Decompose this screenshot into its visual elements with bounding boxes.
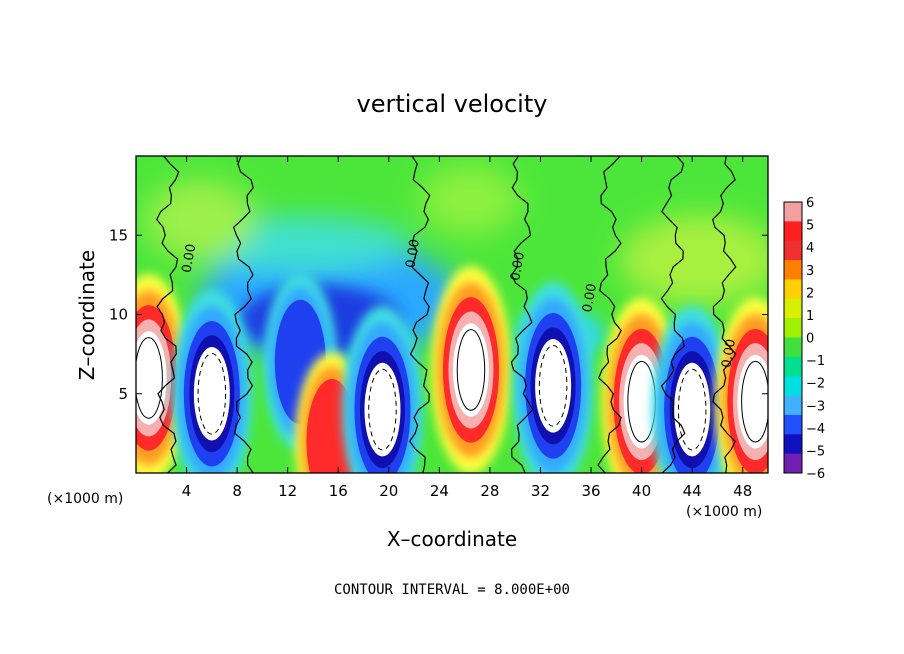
cell-level: [452, 323, 489, 417]
x-tick-label: 40: [632, 482, 651, 500]
zero-contour: [510, 156, 534, 473]
colorbar-swatch: [784, 202, 802, 222]
y-tick-label: 15: [109, 226, 128, 244]
colorbar-swatch: [784, 453, 802, 474]
downdraft-cell: [513, 281, 594, 473]
colorbar-tick-label: 0: [806, 332, 814, 347]
zero-contour: [660, 156, 686, 473]
contour-label: 0.00: [508, 251, 528, 282]
colorbar-tick-label: 1: [806, 309, 814, 324]
x-tick-label: 20: [379, 482, 398, 500]
x-unit-left: (×1000 m): [47, 491, 123, 507]
colorbar-swatch: [784, 395, 802, 416]
x-tick-label: 24: [430, 482, 449, 500]
cell-core-contour: [136, 337, 163, 419]
colorbar-swatch: [784, 434, 802, 455]
x-axis-label: X–coordinate: [387, 527, 517, 551]
cell-level: [535, 339, 572, 433]
colorbar-swatch: [784, 240, 802, 261]
updraft-cell: [715, 297, 768, 473]
x-tick-label: 4: [182, 482, 192, 500]
cell-core-contour: [197, 352, 227, 435]
zero-contour: [155, 156, 180, 473]
cell-level: [737, 354, 768, 449]
colorbar-swatch: [784, 298, 802, 319]
contour-label: 0.00: [180, 243, 200, 274]
contour-label: 0.00: [580, 282, 600, 313]
y-tick-label: 5: [118, 385, 128, 403]
colorbar-frame: [783, 201, 803, 474]
upper-lightgreen-left: [145, 180, 255, 260]
x-tick-label: 44: [683, 482, 702, 500]
colorbar-tick-label: −6: [806, 467, 825, 482]
cell-core-contour: [456, 329, 486, 411]
colorbar-tick-label: 3: [806, 264, 814, 279]
colorbar-swatch: [784, 279, 802, 300]
cell-core-contour: [741, 360, 768, 443]
colorbar-swatch: [784, 376, 802, 397]
zero-contour: [597, 156, 622, 473]
updraft-cell: [430, 266, 511, 473]
cell-level: [193, 346, 230, 441]
cell-level: [674, 362, 711, 457]
colorbar-swatch: [784, 260, 802, 280]
x-tick-label: 36: [581, 482, 600, 500]
colorbar-swatch: [784, 414, 802, 435]
zero-contour: [712, 156, 737, 473]
cell-core-contour: [677, 368, 707, 451]
colorbar-tick-label: 6: [806, 196, 814, 211]
y-axis: 5 10 15: [109, 226, 768, 403]
y-tick-label: 10: [109, 306, 128, 324]
cell-level: [364, 362, 401, 457]
colorbar-tick-label: 5: [806, 219, 814, 234]
colorbar-tick-label: 2: [806, 286, 814, 301]
contour-interval-note: CONTOUR INTERVAL = 8.000E+00: [334, 582, 570, 598]
colorbar-swatch: [784, 318, 802, 338]
downdraft-cell: [171, 289, 252, 473]
upper-lightgreen-mid: [420, 165, 520, 235]
colorbar-swatch: [784, 356, 802, 377]
cell-core-contour: [368, 368, 397, 451]
x-tick-label: 12: [278, 482, 297, 500]
x-tick-label: 8: [232, 482, 242, 500]
colorbar: 6 5 4 3 2 1 0 −1 −2 −3 −4 −5 −6: [783, 196, 825, 482]
colorbar-swatch: [784, 337, 802, 358]
colorbar-tick-label: 4: [806, 241, 814, 256]
downdraft-cell: [652, 305, 733, 473]
x-tick-label: 28: [480, 482, 499, 500]
y-axis-label: Z–coordinate: [75, 250, 99, 380]
x-unit-right: (×1000 m): [686, 504, 762, 520]
colorbar-tick-label: −5: [806, 444, 825, 459]
contour-label: 0.00: [403, 238, 423, 269]
contour-lines: 0.00 0.00 0.00 0.00 0.00: [155, 156, 739, 473]
cell-level: [136, 331, 167, 425]
colorbar-tick-label: −1: [806, 354, 825, 369]
cell-level: [623, 354, 660, 449]
colorbar-tick-label: −4: [806, 422, 825, 437]
x-tick-label: 16: [329, 482, 348, 500]
x-tick-label: 32: [531, 482, 550, 500]
zero-contour: [408, 156, 431, 473]
contour-label: 0.00: [719, 338, 739, 369]
chart-title: vertical velocity: [357, 90, 548, 118]
colorbar-tick-label: −2: [806, 377, 825, 392]
x-axis: 4 8 12 16 20 24 28 32 36 40 44 48: [182, 156, 752, 500]
upper-lightgreen-right: [620, 215, 768, 305]
cell-core-contour: [538, 345, 568, 427]
zero-contour: [232, 156, 254, 473]
downdraft-cell: [342, 305, 423, 473]
colorbar-swatch: [784, 221, 802, 242]
colorbar-tick-label: −3: [806, 399, 825, 414]
x-tick-label: 48: [733, 482, 752, 500]
